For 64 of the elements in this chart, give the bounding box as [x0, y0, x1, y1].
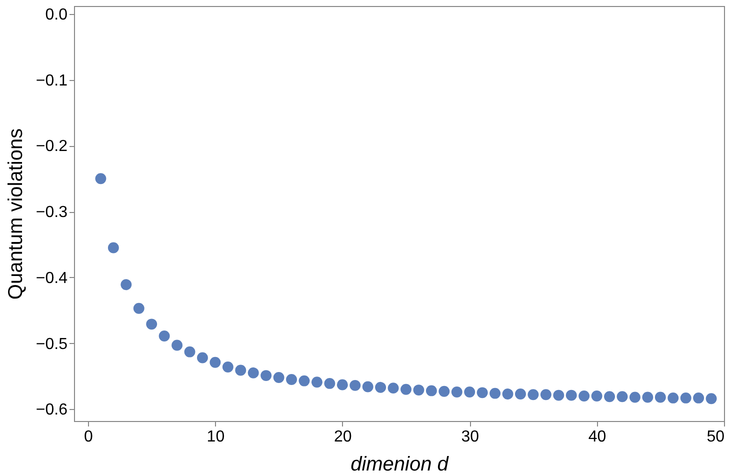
point — [108, 242, 119, 254]
y-tick-label: −0.3 — [36, 204, 68, 222]
y-tick-label: −0.5 — [36, 336, 68, 353]
x-tick-label: 20 — [334, 428, 352, 446]
point — [350, 380, 361, 391]
point — [172, 340, 183, 351]
point — [260, 370, 272, 382]
point — [196, 352, 208, 364]
point — [693, 392, 704, 404]
y-tick-label: −0.2 — [36, 138, 68, 156]
point — [95, 173, 106, 184]
point — [553, 390, 564, 401]
point — [426, 385, 437, 396]
x-tick-label: 40 — [588, 428, 606, 446]
point — [668, 392, 679, 404]
point — [388, 382, 399, 394]
point — [476, 387, 488, 398]
point — [566, 390, 577, 401]
point — [502, 388, 514, 400]
point — [490, 388, 501, 399]
x-tick-label: 50 — [706, 428, 725, 446]
point — [413, 384, 424, 396]
point — [375, 382, 386, 393]
point — [629, 392, 640, 403]
point — [706, 393, 717, 404]
point — [604, 391, 615, 402]
point — [464, 386, 476, 398]
point — [235, 364, 246, 376]
point — [528, 389, 539, 400]
point — [642, 392, 654, 403]
point — [324, 378, 336, 389]
point — [311, 376, 322, 388]
x-tick-label: 30 — [461, 428, 480, 446]
point — [362, 381, 374, 392]
y-tick-label: −0.1 — [36, 72, 68, 90]
point — [540, 389, 552, 400]
point — [298, 375, 310, 386]
point — [184, 346, 196, 358]
point — [222, 362, 234, 372]
y-axis-title: Quantum violations — [4, 128, 27, 300]
x-tick-label: 10 — [206, 428, 225, 446]
point — [120, 279, 132, 290]
point — [273, 372, 284, 383]
point — [654, 392, 666, 403]
point — [133, 302, 144, 314]
y-tick-label: 0.0 — [45, 6, 68, 24]
point — [591, 390, 602, 402]
y-tick-label: −0.6 — [36, 402, 68, 419]
point — [438, 386, 450, 397]
point — [248, 367, 259, 378]
x-axis-title: dimenion d — [350, 454, 450, 473]
y-tick-label: −0.4 — [36, 270, 68, 287]
point — [515, 388, 526, 400]
point — [158, 330, 170, 342]
point — [616, 391, 628, 402]
point — [680, 392, 692, 404]
point — [146, 318, 158, 330]
x-tick-label: 0 — [84, 428, 94, 446]
point — [400, 384, 412, 395]
point — [336, 379, 348, 390]
point — [210, 356, 221, 368]
point — [578, 390, 590, 402]
point — [451, 386, 462, 398]
point — [286, 374, 297, 385]
